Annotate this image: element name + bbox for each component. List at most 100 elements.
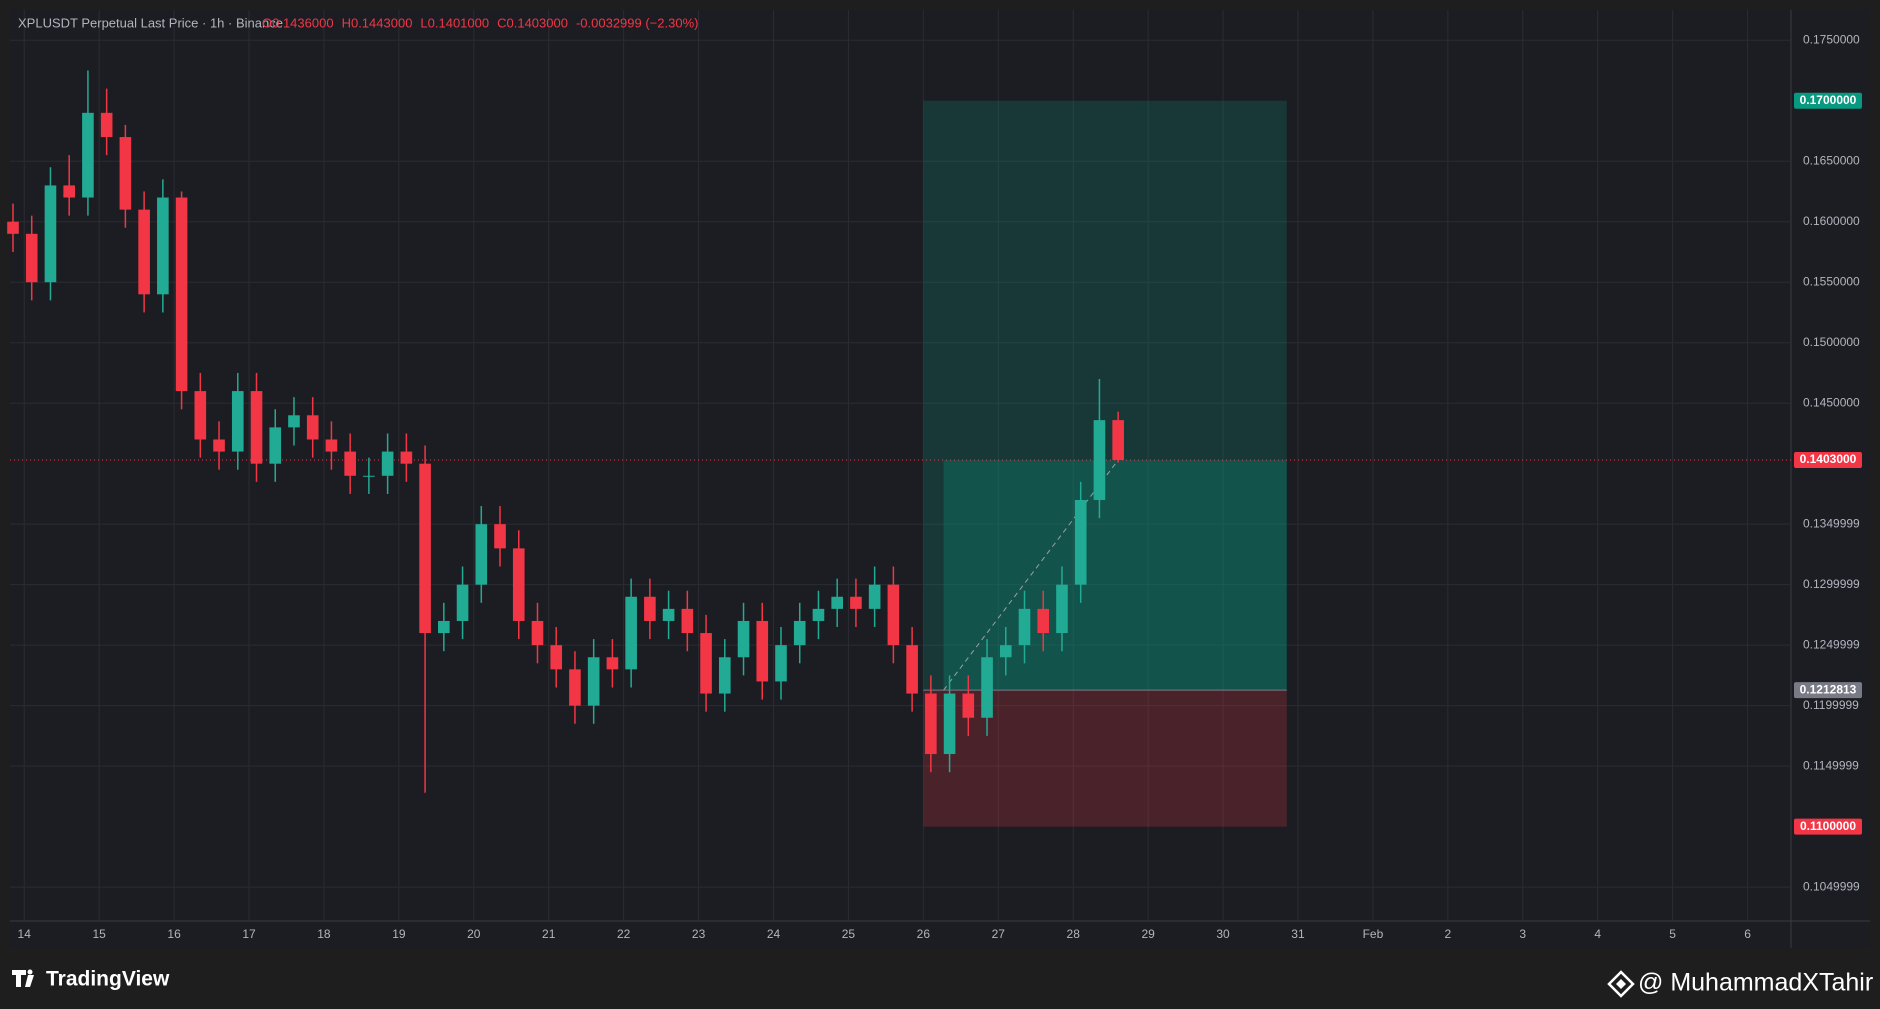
candle-body xyxy=(737,620,750,658)
candle-body xyxy=(531,620,544,646)
candle-body xyxy=(662,608,675,621)
candle-body xyxy=(775,645,787,682)
x-tick-label: 24 xyxy=(767,927,781,941)
y-tick-label: 0.1249999 xyxy=(1803,637,1860,651)
logo-dot xyxy=(27,969,33,975)
candle-body xyxy=(850,596,862,609)
candle-body xyxy=(606,657,619,670)
candle-body xyxy=(1112,420,1124,461)
icon-outer xyxy=(1607,970,1635,998)
binance-icon xyxy=(1607,970,1635,998)
candle-body xyxy=(400,451,413,464)
target-zone xyxy=(923,100,1287,691)
candle-body xyxy=(999,645,1012,658)
ohlc-value: C0.1403000 xyxy=(497,15,568,30)
ohlc-value: O0.1436000 xyxy=(262,15,334,30)
pnl-zone xyxy=(943,460,1287,691)
candle-body xyxy=(288,415,300,428)
x-tick-label: 29 xyxy=(1141,927,1155,941)
x-tick-label: 14 xyxy=(18,927,32,941)
x-tick-label: 2 xyxy=(1444,927,1451,941)
trade-path xyxy=(943,459,1119,691)
logo-mark xyxy=(12,970,34,987)
x-tick-label: 5 xyxy=(1669,927,1676,941)
x-tick-label: 30 xyxy=(1216,927,1230,941)
x-tick-label: 22 xyxy=(617,927,631,941)
candle-body xyxy=(7,221,19,234)
candle-body xyxy=(569,669,581,706)
candle-body xyxy=(943,693,956,755)
target-price-label-bg xyxy=(1794,92,1862,109)
candle-body xyxy=(550,645,563,670)
time-scale xyxy=(10,921,1870,948)
stop-zone xyxy=(923,690,1287,827)
candles xyxy=(7,70,1124,793)
x-tick-label: 27 xyxy=(992,927,1006,941)
candle-body xyxy=(456,584,469,621)
candle-body xyxy=(157,197,169,295)
x-tick-label: 23 xyxy=(692,927,706,941)
candle-body xyxy=(625,596,637,670)
candle-body xyxy=(494,524,506,549)
x-tick-label: 31 xyxy=(1291,927,1305,941)
candle-body xyxy=(175,197,188,392)
candle-body xyxy=(231,391,244,452)
candle-body xyxy=(344,451,356,476)
candle-body xyxy=(363,475,375,477)
ohlc-value: L0.1401000 xyxy=(420,15,489,30)
watermark: @ MuhammadXTahir xyxy=(1638,969,1873,997)
candle-body xyxy=(82,112,94,198)
stop-price-label-bg xyxy=(1794,818,1862,835)
y-tick-label: 0.1349999 xyxy=(1803,516,1860,530)
y-tick-label: 0.1149999 xyxy=(1803,758,1859,772)
candle-body xyxy=(438,620,450,634)
candle-body xyxy=(868,584,881,609)
x-tick-label: 21 xyxy=(542,927,556,941)
candle-body xyxy=(194,391,207,440)
y-tick-label: 0.1450000 xyxy=(1803,395,1860,409)
candle-body xyxy=(25,233,38,283)
candle-body xyxy=(119,137,132,210)
y-tick-label: 0.1600000 xyxy=(1803,214,1860,228)
candle-body xyxy=(700,633,712,694)
x-tick-label: 15 xyxy=(92,927,106,941)
candle-body xyxy=(793,620,806,646)
y-tick-label: 0.1199999 xyxy=(1803,698,1859,712)
candle-body xyxy=(962,693,975,718)
target-price-label: 0.1700000 xyxy=(1800,93,1857,107)
candle-body xyxy=(925,693,937,755)
x-tick-label: 19 xyxy=(392,927,406,941)
y-tick-label: 0.1750000 xyxy=(1803,32,1860,46)
x-tick-label: 26 xyxy=(917,927,931,941)
x-tick-label: 18 xyxy=(317,927,331,941)
candle-body xyxy=(981,657,993,718)
x-tick-label: 20 xyxy=(467,927,481,941)
x-tick-label: 3 xyxy=(1519,927,1526,941)
x-tick-label: 16 xyxy=(167,927,181,941)
ohlc-value: H0.1443000 xyxy=(342,15,413,30)
y-tick-label: 0.1500000 xyxy=(1803,335,1860,349)
candle-body xyxy=(1056,584,1068,634)
candle-body xyxy=(718,657,731,694)
candle-body xyxy=(906,645,918,694)
y-tick-label: 0.1550000 xyxy=(1803,274,1860,288)
y-tick-label: 0.1299999 xyxy=(1803,577,1860,591)
x-tick-label: 4 xyxy=(1594,927,1601,941)
candle-body xyxy=(1074,499,1087,585)
x-tick-label: Feb xyxy=(1363,927,1384,941)
candle-body xyxy=(269,427,282,464)
candle-body xyxy=(100,112,113,138)
icon-inner xyxy=(1616,979,1626,989)
candle-body xyxy=(325,439,338,452)
candle-body xyxy=(812,608,825,621)
candle-body xyxy=(681,608,694,634)
candle-body xyxy=(475,524,488,585)
y-tick-label: 0.1650000 xyxy=(1803,153,1860,167)
candle-body xyxy=(1037,608,1050,634)
candle-body xyxy=(306,415,319,440)
ohlc-legend: O0.1436000 H0.1443000 L0.1401000 C0.1403000… xyxy=(262,15,698,30)
chart-title: XPLUSDT Perpetual Last Price · 1h · Bina… xyxy=(18,15,283,30)
candle-body xyxy=(419,463,431,634)
candle-body xyxy=(138,209,150,295)
